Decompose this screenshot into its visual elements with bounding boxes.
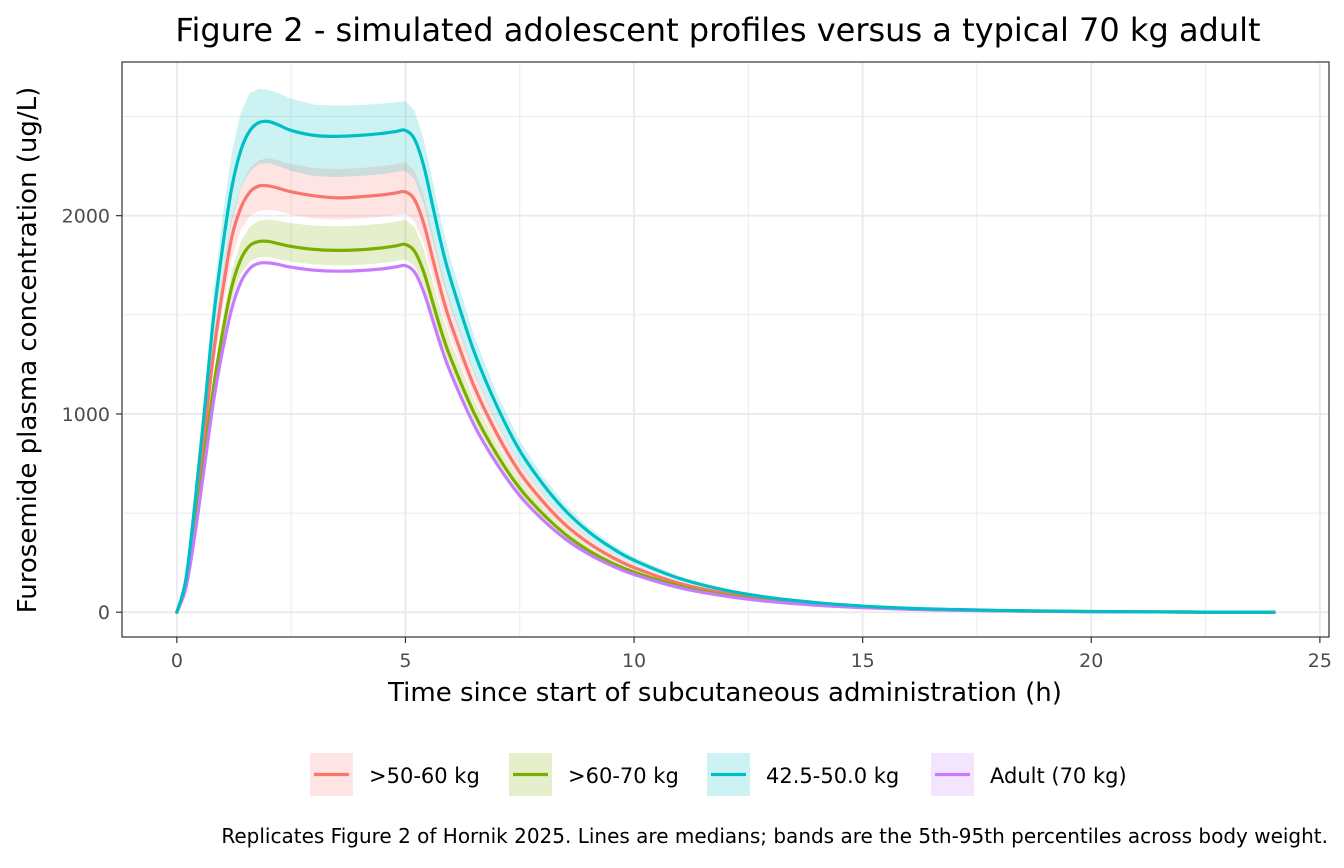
legend-label: 42.5-50.0 kg xyxy=(766,764,899,788)
y-axis: 0 1000 2000 xyxy=(62,206,122,624)
chart-title: Figure 2 - simulated adolescent profiles… xyxy=(175,11,1260,49)
x-tick-label: 5 xyxy=(399,650,411,672)
legend-label: >50-60 kg xyxy=(369,764,480,788)
y-tick-label: 1000 xyxy=(62,404,110,426)
plot-panel xyxy=(122,62,1329,637)
y-tick-label: 0 xyxy=(98,602,110,624)
line-42.5-50.0 kg xyxy=(175,119,1276,614)
y-axis-label: Furosemide plasma concentration (ug/L) xyxy=(13,87,43,613)
legend-label: >60-70 kg xyxy=(568,764,679,788)
percentile-bands xyxy=(176,88,1275,613)
x-tick-label: 25 xyxy=(1308,650,1332,672)
band-42.5-50.0 kg xyxy=(176,88,1275,613)
y-tick-label: 2000 xyxy=(62,206,110,228)
legend: >50-60 kg >60-70 kg 42.5-50.0 kg Adult (70 … xyxy=(310,753,1127,796)
minor-gridlines xyxy=(122,62,1329,637)
legend-item: 42.5-50.0 kg xyxy=(707,753,899,796)
x-axis: 0 5 10 15 20 25 xyxy=(171,637,1332,672)
chart-caption: Replicates Figure 2 of Hornik 2025. Line… xyxy=(221,824,1328,848)
plot-border xyxy=(121,61,1330,638)
x-tick-label: 15 xyxy=(851,650,875,672)
legend-label: Adult (70 kg) xyxy=(990,764,1127,788)
x-tick-label: 10 xyxy=(622,650,646,672)
x-tick-label: 0 xyxy=(171,650,183,672)
legend-item: >60-70 kg xyxy=(509,753,679,796)
median-lines xyxy=(175,119,1276,614)
x-axis-label: Time since start of subcutaneous adminis… xyxy=(387,678,1062,708)
band->50-60 kg xyxy=(176,158,1275,613)
band->60-70 kg xyxy=(176,219,1275,613)
x-tick-label: 20 xyxy=(1079,650,1103,672)
legend-item: Adult (70 kg) xyxy=(931,753,1127,796)
major-gridlines xyxy=(122,62,1329,637)
legend-item: >50-60 kg xyxy=(310,753,480,796)
